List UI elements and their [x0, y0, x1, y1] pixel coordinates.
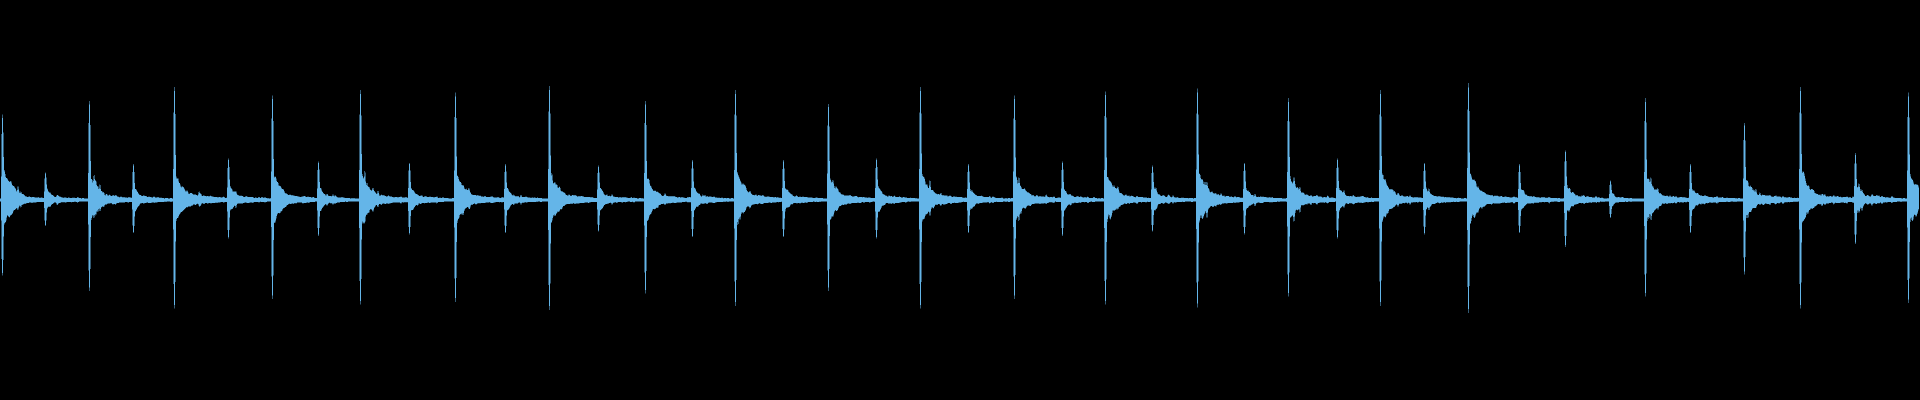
waveform-shape: [0, 81, 1919, 315]
